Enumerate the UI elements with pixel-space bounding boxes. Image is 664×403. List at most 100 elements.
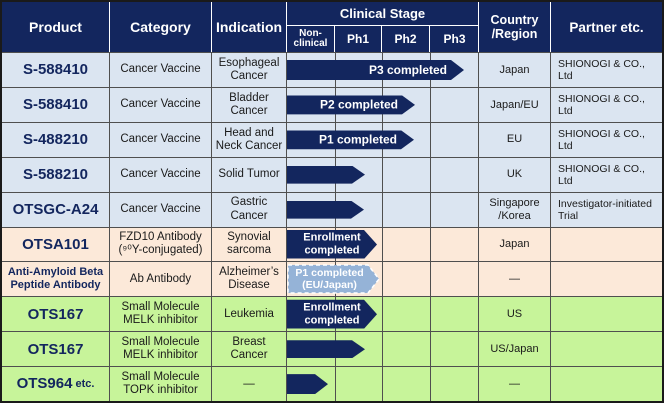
partner-cell [551, 332, 662, 366]
partner-cell: SHIONOGI & CO., Ltd [558, 57, 645, 82]
pipeline-row: Anti-Amyloid Beta Peptide Antibody Ab An… [2, 261, 662, 297]
pipeline-row: S-588210 Cancer Vaccine Solid Tumor UK S… [2, 156, 662, 192]
stage-arrow-label: Enrollment completed [303, 301, 361, 327]
header-category: Category [110, 2, 212, 52]
pipeline-row: OTS964 etc. Small Molecule TOPK inhibitor… [2, 366, 662, 401]
indication-cell: Head and Neck Cancer [212, 122, 287, 157]
category-cell: Cancer Vaccine [110, 53, 212, 87]
stage-progress-arrow [287, 374, 328, 394]
pipeline-row: OTSA101 FZD10 Antibody (⁹⁰Y-conjugated) … [2, 226, 662, 262]
stage-progress-arrow [287, 201, 364, 219]
category-cell: Small Molecule MELK inhibitor [110, 297, 212, 332]
header-indication: Indication [212, 2, 287, 52]
partner-cell: SHIONOGI & CO., Ltd [558, 162, 645, 187]
stage-progress-arrow: P1 completed [287, 130, 414, 149]
pipeline-row: OTSGC-A24 Cancer Vaccine Gastric Cancer … [2, 191, 662, 227]
stage-cell [287, 332, 479, 367]
category-cell: Cancer Vaccine [110, 157, 212, 192]
header-partner: Partner etc. [569, 19, 644, 35]
stage-cell [287, 367, 479, 401]
pipeline-row: S-488210 Cancer Vaccine Head and Neck Ca… [2, 121, 662, 157]
indication-cell: — [212, 367, 287, 401]
pipeline-row: OTS167 Small Molecule MELK inhibitor Bre… [2, 331, 662, 367]
country-cell: Japan/EU [479, 87, 551, 122]
country-cell: Japan [479, 53, 551, 87]
header-country-region: Country /Region [479, 2, 551, 52]
stage-arrow-label: P1 completed (EU/Japan) [295, 267, 364, 292]
indication-cell: Bladder Cancer [212, 87, 287, 122]
stage-arrow-label: Enrollment completed [303, 231, 361, 257]
indication-cell: Leukemia [212, 297, 287, 332]
category-cell: Cancer Vaccine [110, 192, 212, 227]
indication-cell: Alzheimer’s Disease [212, 262, 287, 297]
product-name: OTS964 [16, 375, 73, 393]
indication-cell: Breast Cancer [212, 332, 287, 367]
partner-cell: SHIONOGI & CO., Ltd [558, 127, 645, 152]
pipeline-row: OTS167 Small Molecule MELK inhibitor Leu… [2, 296, 662, 332]
category-cell: Small Molecule MELK inhibitor [110, 332, 212, 367]
header-stage-ph1: Ph1 [335, 26, 382, 52]
product-cell: OTSGC-A24 [2, 192, 110, 227]
indication-cell: Synovial sarcoma [212, 227, 287, 262]
dashed-arrow-shape [287, 264, 380, 295]
partner-cell [551, 262, 662, 296]
stage-progress-arrow: P2 completed [287, 95, 415, 114]
header-clinical-stage-group: Clinical Stage Non- clinical Ph1 Ph2 Ph3 [287, 2, 479, 52]
stage-progress-arrow: P1 completed (EU/Japan) [287, 264, 380, 295]
country-cell: US/Japan [479, 332, 551, 367]
category-cell: Cancer Vaccine [110, 122, 212, 157]
stage-cell [287, 157, 479, 192]
product-cell: S-588410 [2, 87, 110, 122]
stage-arrow-label: P1 completed [318, 132, 397, 147]
category-cell: Cancer Vaccine [110, 87, 212, 122]
stage-cell: P3 completed [287, 53, 479, 87]
header-clinical-stage: Clinical Stage [287, 2, 478, 26]
partner-cell [551, 228, 662, 262]
stage-progress-arrow: Enrollment completed [287, 230, 377, 259]
header-stage-ph2: Ph2 [382, 26, 430, 52]
category-cell: Small Molecule TOPK inhibitor [110, 367, 212, 401]
country-cell: — [479, 262, 551, 297]
country-cell: UK [479, 157, 551, 192]
partner-cell [551, 297, 662, 331]
indication-cell: Gastric Cancer [212, 192, 287, 227]
product-cell: OTS964 etc. [2, 367, 110, 401]
indication-cell: Esophageal Cancer [212, 53, 287, 87]
country-cell: Singapore /Korea [479, 192, 551, 227]
table-header: Product Category Indication Clinical Sta… [2, 2, 662, 52]
country-cell: — [479, 367, 551, 401]
product-cell: OTS167 [2, 332, 110, 367]
product-cell: Anti-Amyloid Beta Peptide Antibody [2, 262, 110, 297]
partner-cell [551, 367, 662, 401]
partner-cell: Investigator-initiated Trial [558, 197, 652, 222]
indication-cell: Solid Tumor [212, 157, 287, 192]
stage-cell: Enrollment completed [287, 297, 479, 332]
stage-cell: P1 completed [287, 122, 479, 157]
stage-cell [287, 192, 479, 227]
product-cell: S-488210 [2, 122, 110, 157]
product-cell: S-588210 [2, 157, 110, 192]
product-suffix: etc. [75, 377, 95, 390]
stage-progress-arrow [287, 166, 365, 184]
stage-cell: P2 completed [287, 87, 479, 122]
country-cell: Japan [479, 227, 551, 262]
table-body: S-588410 Cancer Vaccine Esophageal Cance… [2, 52, 662, 401]
stage-progress-arrow: Enrollment completed [287, 300, 377, 329]
product-cell: OTS167 [2, 297, 110, 332]
product-cell: S-588410 [2, 53, 110, 87]
category-cell: FZD10 Antibody (⁹⁰Y-conjugated) [110, 227, 212, 262]
stage-progress-arrow [287, 340, 365, 358]
pipeline-row: S-588410 Cancer Vaccine Bladder Cancer P… [2, 86, 662, 122]
country-cell: US [479, 297, 551, 332]
product-cell: OTSA101 [2, 227, 110, 262]
header-product: Product [2, 2, 110, 52]
pipeline-row: S-588410 Cancer Vaccine Esophageal Cance… [2, 52, 662, 87]
stage-cell: Enrollment completed [287, 227, 479, 262]
partner-cell: SHIONOGI & CO., Ltd [558, 92, 645, 117]
country-cell: EU [479, 122, 551, 157]
stage-arrow-label: P2 completed [319, 97, 398, 112]
header-stage-nonclinical: Non- clinical [287, 26, 335, 52]
stage-progress-arrow: P3 completed [287, 60, 464, 80]
category-cell: Ab Antibody [110, 262, 212, 297]
